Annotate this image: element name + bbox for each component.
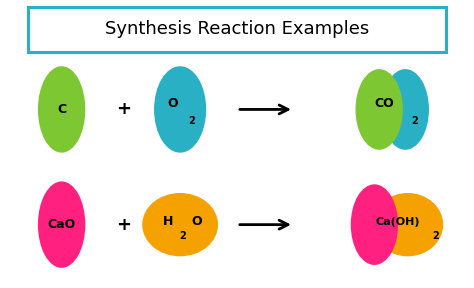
- Ellipse shape: [382, 69, 429, 150]
- Ellipse shape: [351, 184, 398, 265]
- Ellipse shape: [38, 66, 85, 153]
- Text: 2: 2: [432, 231, 438, 241]
- Text: CO: CO: [374, 97, 394, 110]
- Text: CaO: CaO: [47, 218, 76, 231]
- Text: 2: 2: [179, 231, 186, 241]
- Text: 2: 2: [189, 116, 195, 126]
- Text: O: O: [168, 97, 178, 110]
- Text: O: O: [191, 215, 202, 228]
- Ellipse shape: [356, 69, 403, 150]
- Text: Ca(OH): Ca(OH): [376, 217, 420, 227]
- Text: Synthesis Reaction Examples: Synthesis Reaction Examples: [105, 20, 369, 38]
- Ellipse shape: [142, 193, 218, 256]
- Text: +: +: [116, 216, 131, 234]
- Text: H: H: [163, 215, 173, 228]
- Ellipse shape: [154, 66, 206, 153]
- FancyBboxPatch shape: [28, 7, 446, 52]
- Text: 2: 2: [411, 116, 418, 126]
- Text: C: C: [57, 103, 66, 116]
- Ellipse shape: [372, 193, 443, 256]
- Text: +: +: [116, 101, 131, 118]
- Ellipse shape: [38, 181, 85, 268]
